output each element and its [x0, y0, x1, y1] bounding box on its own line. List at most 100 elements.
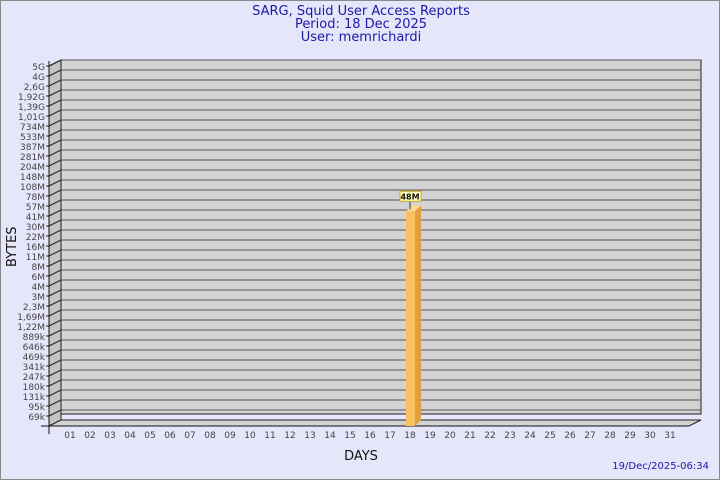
x-tick-label: 26	[564, 431, 576, 441]
y-tick-diagonal	[48, 409, 62, 417]
chart-subtitle-user: User: memrichardi	[300, 30, 422, 45]
y-tick-diagonal	[48, 139, 62, 147]
x-axis-label: DAYS	[344, 449, 378, 464]
y-tick-diagonal	[48, 279, 62, 287]
x-tick-label: 24	[524, 431, 536, 441]
y-tick-diagonal	[48, 379, 62, 387]
y-tick-label: 148M	[20, 173, 45, 183]
y-tick-label: 95k	[28, 403, 45, 413]
x-tick-label: 05	[144, 431, 155, 441]
x-tick-label: 23	[504, 431, 515, 441]
y-tick-label: 108M	[20, 183, 45, 193]
x-tick-label: 17	[384, 431, 395, 441]
y-tick-label: 5G	[32, 63, 45, 73]
x-tick-label: 25	[544, 431, 555, 441]
y-tick-diagonal	[48, 79, 62, 87]
x-tick-label: 11	[264, 431, 275, 441]
y-tick-diagonal	[48, 219, 62, 227]
chart-title: SARG, Squid User Access Reports	[252, 4, 470, 19]
y-tick-label: 4G	[32, 73, 45, 83]
y-tick-diagonal	[48, 269, 62, 277]
x-tick-label: 18	[404, 431, 416, 441]
y-tick-diagonal	[48, 99, 62, 107]
y-tick-label: 204M	[20, 163, 45, 173]
bar-side	[415, 205, 421, 426]
floor	[48, 419, 702, 427]
bar	[406, 211, 415, 426]
y-tick-label: 4M	[32, 283, 46, 293]
y-tick-label: 22M	[26, 233, 45, 243]
chart-subtitle-period: Period: 18 Dec 2025	[294, 17, 428, 32]
y-tick-diagonal	[48, 59, 62, 67]
x-tick-label: 21	[464, 431, 475, 441]
y-tick-label: 41M	[26, 213, 45, 223]
y-tick-diagonal	[48, 369, 62, 377]
y-tick-label: 1,39G	[18, 103, 45, 113]
y-tick-label: 734M	[20, 123, 45, 133]
y-tick-diagonal	[48, 189, 62, 197]
y-tick-label: 1,69M	[17, 313, 45, 323]
x-tick-label: 19	[424, 431, 436, 441]
y-tick-label: 646k	[23, 343, 46, 353]
y-tick-label: 131k	[23, 393, 46, 403]
bar-top	[406, 205, 421, 212]
y-tick-label: 3M	[32, 293, 46, 303]
y-tick-diagonal	[48, 289, 62, 297]
x-tick-label: 22	[484, 431, 495, 441]
y-tick-diagonal	[48, 69, 62, 77]
y-tick-label: 16M	[26, 243, 45, 253]
y-tick-label: 247k	[23, 373, 46, 383]
y-tick-diagonal	[48, 359, 62, 367]
data-label-box	[399, 190, 422, 202]
y-tick-label: 2,6G	[24, 83, 45, 93]
x-tick-label: 02	[84, 431, 95, 441]
y-tick-label: 57M	[26, 203, 45, 213]
x-tick-label: 07	[184, 431, 195, 441]
x-tick-label: 27	[584, 431, 595, 441]
x-tick-label: 15	[344, 431, 355, 441]
y-tick-diagonal	[48, 109, 62, 117]
y-tick-diagonal	[48, 259, 62, 267]
y-tick-label: 1,22M	[17, 323, 45, 333]
x-tick-label: 10	[244, 431, 256, 441]
y-tick-diagonal	[48, 239, 62, 247]
back-wall	[60, 59, 702, 415]
y-tick-label: 69k	[28, 413, 45, 423]
y-tick-label: 469k	[23, 353, 46, 363]
y-tick-diagonal	[48, 299, 62, 307]
y-tick-label: 387M	[20, 143, 45, 153]
y-tick-label: 281M	[20, 153, 45, 163]
y-tick-label: 6M	[32, 273, 46, 283]
y-tick-label: 2,3M	[23, 303, 45, 313]
x-tick-label: 31	[664, 431, 675, 441]
data-label: 48M	[400, 192, 419, 201]
y-tick-diagonal	[48, 389, 62, 397]
y-tick-diagonal	[48, 129, 62, 137]
x-tick-label: 03	[104, 431, 115, 441]
y-tick-label: 11M	[26, 253, 45, 263]
y-tick-label: 1,92G	[18, 93, 45, 103]
x-tick-label: 14	[324, 431, 336, 441]
y-tick-diagonal	[48, 319, 62, 327]
y-tick-diagonal	[48, 229, 62, 237]
y-tick-label: 30M	[26, 223, 45, 233]
y-axis-label: BYTES	[5, 226, 20, 267]
y-tick-diagonal	[48, 339, 62, 347]
y-tick-diagonal	[48, 349, 62, 357]
y-tick-diagonal	[48, 399, 62, 407]
x-tick-label: 04	[124, 431, 136, 441]
y-tick-label: 533M	[20, 133, 45, 143]
y-tick-diagonal	[48, 159, 62, 167]
x-tick-label: 09	[224, 431, 236, 441]
y-tick-label: 341k	[23, 363, 46, 373]
y-tick-diagonal	[48, 179, 62, 187]
y-tick-diagonal	[48, 249, 62, 257]
y-tick-diagonal	[48, 309, 62, 317]
timestamp: 19/Dec/2025-06:34	[612, 461, 709, 472]
x-tick-label: 13	[304, 431, 315, 441]
y-tick-diagonal	[48, 199, 62, 207]
x-tick-label: 16	[364, 431, 376, 441]
x-tick-label: 29	[624, 431, 636, 441]
